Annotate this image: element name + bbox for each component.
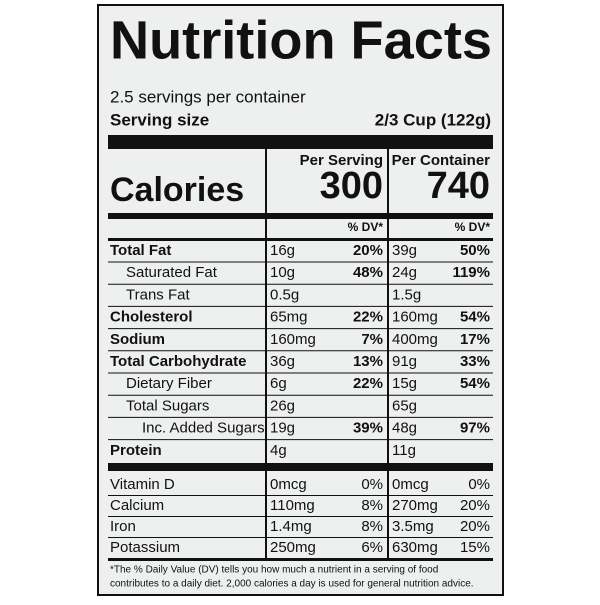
daily-value: 15% xyxy=(460,539,490,556)
daily-value: 7% xyxy=(361,331,383,348)
nutrient-name: Sodium xyxy=(110,331,165,348)
calories-value: 740 xyxy=(427,165,490,207)
nutrient-name: Inc. Added Sugars xyxy=(142,420,265,437)
amount: 4g xyxy=(270,442,287,459)
nutrient-name: Vitamin D xyxy=(110,476,175,493)
daily-value: 48% xyxy=(353,264,383,281)
nutrient-name: Saturated Fat xyxy=(126,264,218,281)
amount: 10g xyxy=(270,264,295,281)
amount: 110mg xyxy=(270,497,315,514)
amount: 630mg xyxy=(392,539,438,556)
amount: 91g xyxy=(392,353,417,370)
daily-value: 39% xyxy=(353,420,383,437)
amount: 400mg xyxy=(392,331,438,348)
daily-value: 20% xyxy=(460,518,490,535)
amount: 26g xyxy=(270,397,295,414)
daily-value: 8% xyxy=(361,497,383,514)
label-panel xyxy=(97,4,504,596)
footnote: *The % Daily Value (DV) tells you how mu… xyxy=(110,565,438,576)
amount: 270mg xyxy=(392,497,438,514)
calories-label: Calories xyxy=(110,171,244,209)
nutrient-name: Total Carbohydrate xyxy=(110,353,246,370)
medium-bar xyxy=(108,213,493,219)
amount: 15g xyxy=(392,375,417,392)
calories-value: 300 xyxy=(320,165,383,207)
amount: 19g xyxy=(270,420,295,437)
amount: 250mg xyxy=(270,539,316,556)
amount: 160mg xyxy=(270,331,316,348)
column-heading: Per Serving xyxy=(300,152,383,169)
daily-value: 33% xyxy=(460,353,490,370)
daily-value: 13% xyxy=(353,353,383,370)
amount: 39g xyxy=(392,242,417,259)
dv-heading: % DV* xyxy=(455,220,491,234)
amount: 65g xyxy=(392,397,417,414)
amount: 65mg xyxy=(270,309,308,326)
amount: 48g xyxy=(392,420,417,437)
daily-value: 17% xyxy=(460,331,490,348)
column-heading: Per Container xyxy=(392,152,491,169)
serving-size-label: Serving size xyxy=(110,110,209,129)
amount: 0mcg xyxy=(392,476,429,493)
amount: 36g xyxy=(270,353,295,370)
daily-value: 97% xyxy=(460,420,490,437)
daily-value: 119% xyxy=(452,264,490,281)
amount: 6g xyxy=(270,375,287,392)
nutrient-name: Trans Fat xyxy=(126,286,190,303)
daily-value: 54% xyxy=(460,309,490,326)
daily-value: 20% xyxy=(353,242,383,259)
nutrient-name: Calcium xyxy=(110,497,164,514)
rule xyxy=(108,558,493,561)
servings: 2.5 servings per container xyxy=(110,87,306,106)
nutrient-name: Potassium xyxy=(110,539,180,556)
thick-bar xyxy=(108,135,493,149)
daily-value: 54% xyxy=(460,375,490,392)
title: Nutrition Facts xyxy=(110,10,492,70)
nutrient-name: Dietary Fiber xyxy=(126,375,212,392)
daily-value: 6% xyxy=(361,539,383,556)
daily-value: 0% xyxy=(468,476,490,493)
daily-value: 0% xyxy=(361,476,383,493)
amount: 160mg xyxy=(392,309,438,326)
dv-heading: % DV* xyxy=(348,220,384,234)
daily-value: 50% xyxy=(460,242,490,259)
amount: 0.5g xyxy=(270,286,299,303)
amount: 11g xyxy=(392,442,416,459)
serving-size: 2/3 Cup (122g) xyxy=(375,110,491,129)
amount: 1.5g xyxy=(392,286,421,303)
amount: 3.5mg xyxy=(392,518,434,535)
thick-bar xyxy=(108,463,493,471)
nutrient-name: Protein xyxy=(110,442,162,459)
daily-value: 22% xyxy=(353,309,383,326)
amount: 24g xyxy=(392,264,417,281)
nutrient-name: Iron xyxy=(110,518,136,535)
daily-value: 22% xyxy=(353,375,383,392)
nutrient-name: Total Fat xyxy=(110,242,171,259)
daily-value: 8% xyxy=(361,518,383,535)
nutrient-name: Total Sugars xyxy=(126,397,209,414)
amount: 0mcg xyxy=(270,476,307,493)
amount: 1.4mg xyxy=(270,518,312,535)
nutrient-name: Cholesterol xyxy=(110,309,193,326)
footnote: contributes to a daily diet. 2,000 calor… xyxy=(110,579,474,590)
daily-value: 20% xyxy=(460,497,490,514)
rule xyxy=(108,238,493,241)
amount: 16g xyxy=(270,242,295,259)
